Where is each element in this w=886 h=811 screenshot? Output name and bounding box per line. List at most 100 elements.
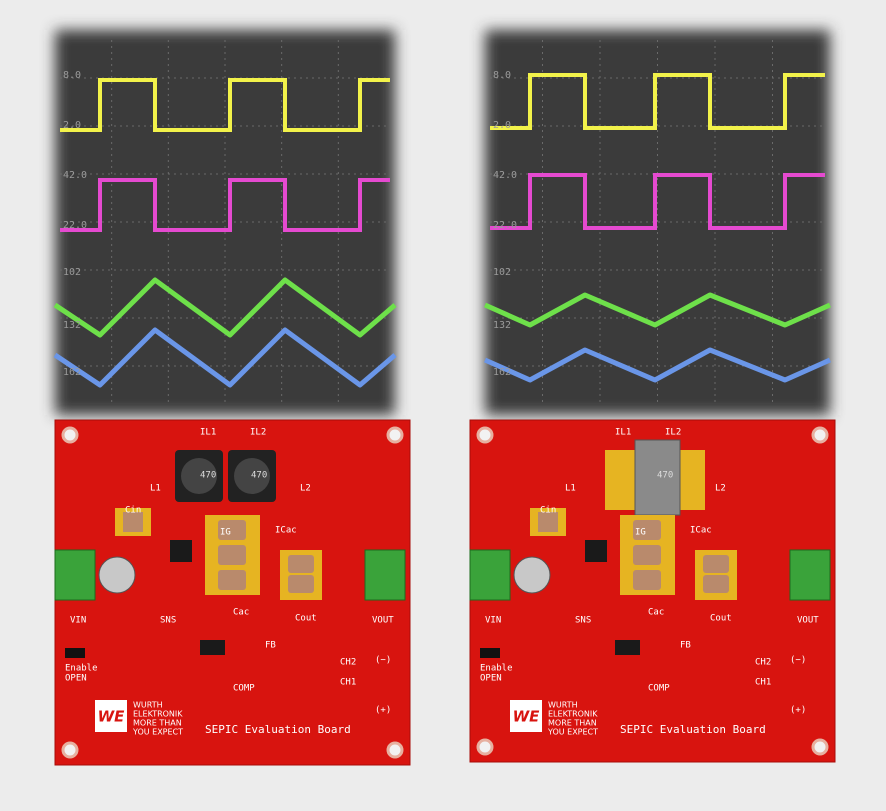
scope-label: 42.0 [493,170,517,181]
silkscreen-label: 470 [657,471,673,481]
brand-line: WURTH [548,701,578,710]
electrolytic [98,556,136,594]
silkscreen-label: FB [680,641,691,651]
inductor-core [181,458,217,494]
silkscreen-label: CH2 [340,658,356,668]
ic [585,540,607,562]
silkscreen-label: IL2 [250,428,266,438]
silkscreen-label: Cac [648,608,664,618]
blue-trace [483,347,832,383]
brand-line: MORE THAN [133,719,182,728]
silkscreen-label: ICac [690,526,712,536]
logo-box [95,700,127,732]
green-trace [53,277,397,338]
mount-hole [811,738,829,756]
mount-hole [386,426,404,444]
scope-label: 2.0 [493,120,511,131]
logo: WE [513,708,541,726]
scope-label: 102 [493,267,511,278]
silkscreen-label: Enable [480,664,513,674]
capacitor [538,512,558,532]
capacitor [218,520,246,540]
silkscreen-label: Cin [540,506,556,516]
logo-box [510,700,542,732]
silkscreen-label: CH1 [340,678,356,688]
silkscreen-label: IL1 [200,428,216,438]
silkscreen-label: (−) [790,656,806,666]
silkscreen-label: L1 [150,484,161,494]
capacitor [703,555,729,573]
brand-line: ELEKTRONIK [133,710,183,719]
ic [200,640,225,655]
silkscreen-label: COMP [648,684,670,694]
brand-line: YOU EXPECT [132,728,183,737]
silkscreen-label: OPEN [480,674,502,684]
scope-label: 162 [493,367,511,378]
scope-screen [55,30,395,415]
silkscreen-label: 470 [200,471,216,481]
silkscreen-label: CH2 [755,658,771,668]
header [65,648,85,658]
logo: WE [98,708,126,726]
magenta-trace [490,173,825,230]
yellow-trace [490,73,825,130]
capacitor [633,545,661,565]
silkscreen-label: IG [635,528,646,538]
green-trace [483,292,832,328]
panel: 8.0 2.0 42.0 22.0 102 132 162 [483,30,832,415]
capacitor [633,520,661,540]
silkscreen-label: Enable [65,664,98,674]
terminal [469,549,511,601]
silkscreen-label: IG [220,528,231,538]
ic [615,640,640,655]
terminal [789,549,831,601]
capacitor [218,545,246,565]
scope-label: 22.0 [63,220,87,231]
board-title: SEPIC Evaluation Board [620,723,766,736]
silkscreen-label: Cout [295,614,317,624]
silkscreen-label: 470 [251,471,267,481]
silkscreen-label: L1 [565,484,576,494]
mount-hole [61,741,79,759]
silkscreen-label: ICac [275,526,297,536]
capacitor [123,512,143,532]
mount-hole [476,738,494,756]
silkscreen-label: Cout [710,614,732,624]
silkscreen-label: VIN [70,616,86,626]
board-title: SEPIC Evaluation Board [205,723,351,736]
silkscreen-label: IL1 [615,428,631,438]
silkscreen-label: OPEN [65,674,87,684]
inductor-core [234,458,270,494]
silkscreen-label: Cac [233,608,249,618]
scope-label: 102 [63,267,81,278]
scope-label: 162 [63,367,81,378]
silkscreen-label: SNS [160,616,176,626]
capacitor [288,575,314,593]
mount-hole [61,426,79,444]
mount-hole [476,426,494,444]
scope-label: 8.0 [63,70,81,81]
scope-label: 22.0 [493,220,517,231]
silkscreen-label: (+) [790,706,806,716]
brand-line: MORE THAN [548,719,597,728]
mount-hole [386,741,404,759]
terminal [364,549,406,601]
scope-label: 2.0 [63,120,81,131]
silkscreen-label: (−) [375,656,391,666]
silkscreen-label: IL2 [665,428,681,438]
board: IL1 IL2 L1 L2 Cin IG ICac Cac Cout VIN VOUT SNS FB CH… [469,419,836,763]
brand-line: WURTH [133,701,163,710]
brand-line: ELEKTRONIK [548,710,598,719]
scope-label: 8.0 [493,70,511,81]
blue-trace [53,327,397,388]
panel: 8.0 2.0 42.0 22.0 102 132 162 [53,30,397,415]
scope-label: 132 [493,320,511,331]
silkscreen-label: COMP [233,684,255,694]
silkscreen-label: VOUT [372,616,394,626]
silkscreen-label: CH1 [755,678,771,688]
silkscreen-label: Cin [125,506,141,516]
ic [170,540,192,562]
terminal [54,549,96,601]
